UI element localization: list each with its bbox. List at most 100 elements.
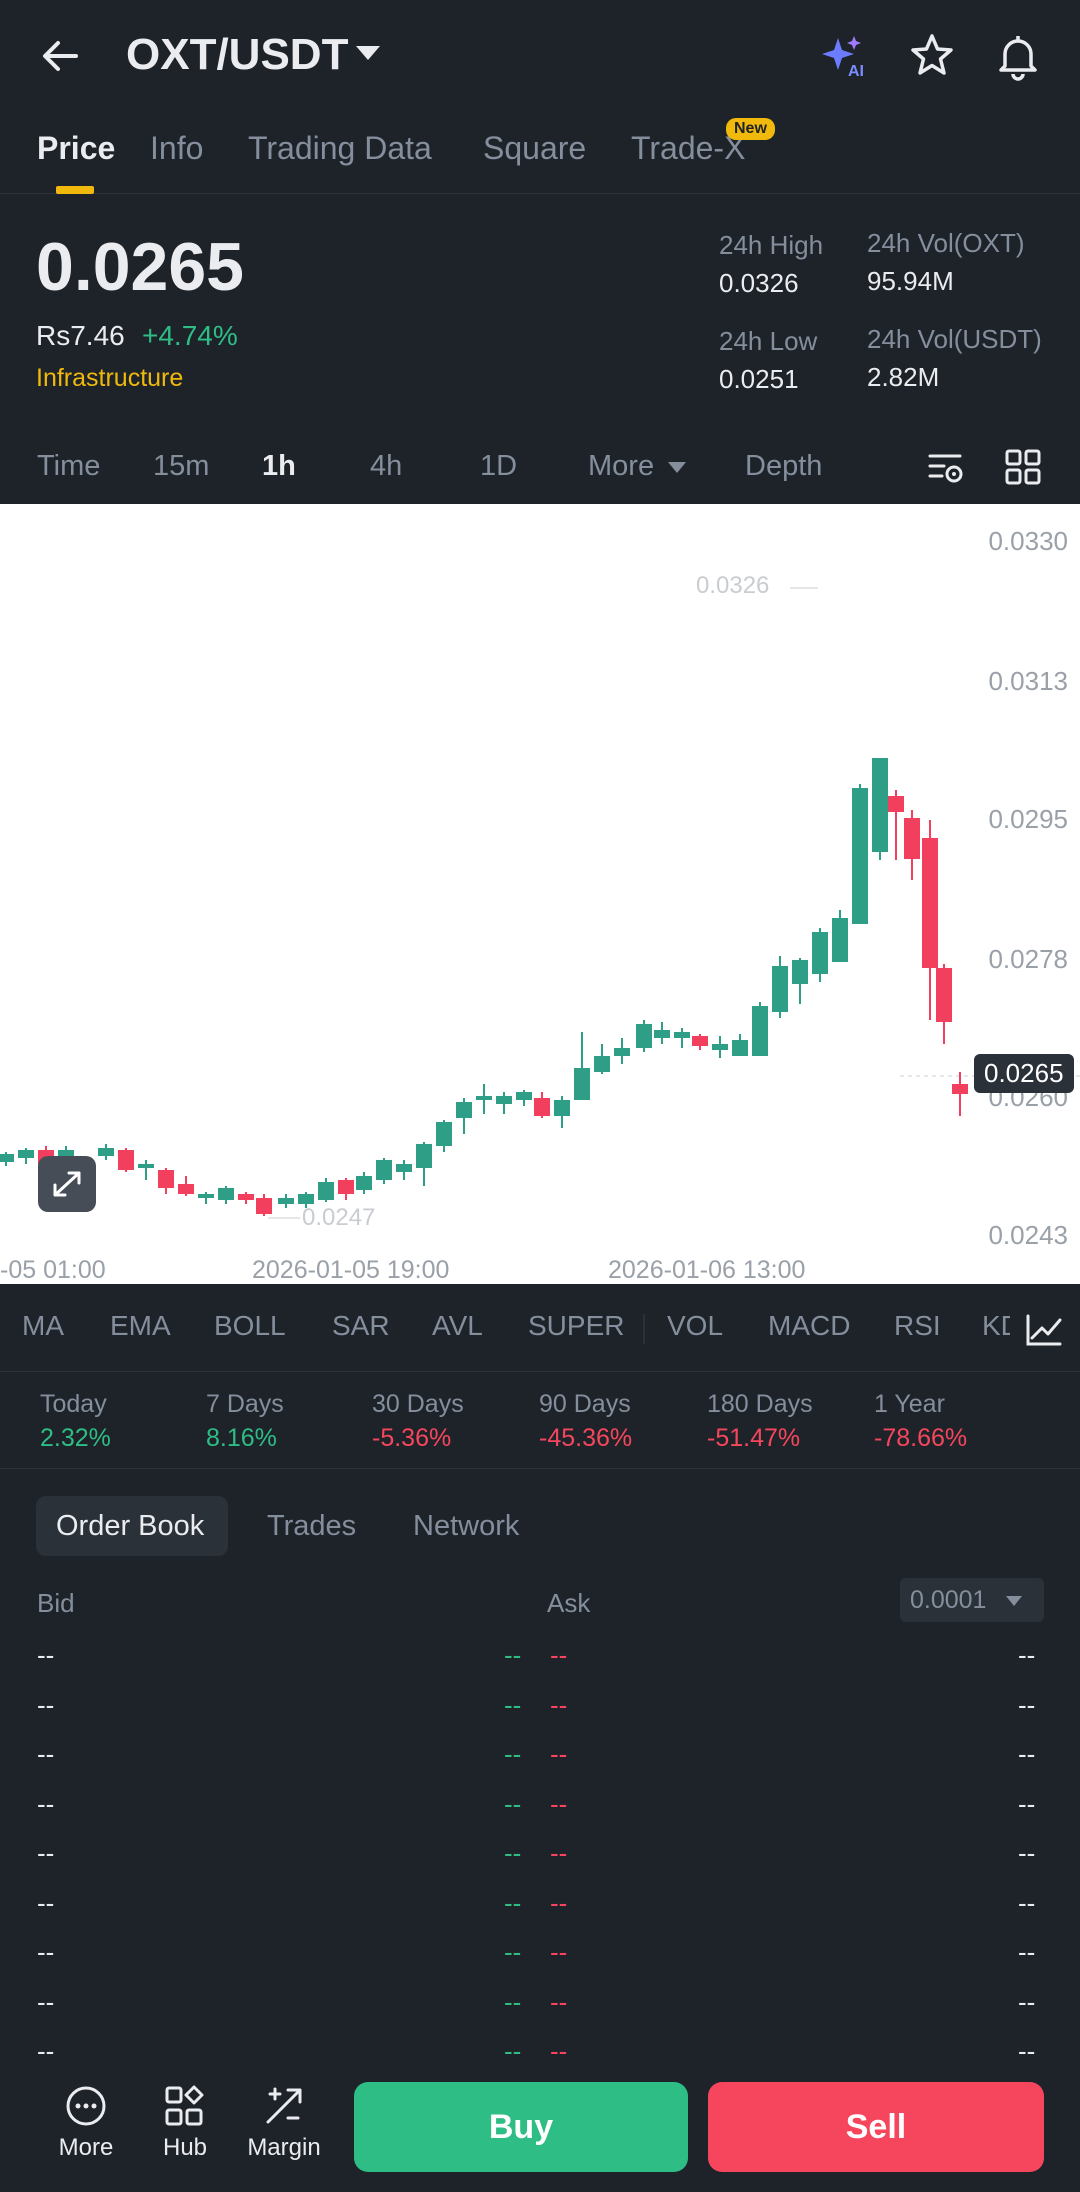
candle [922, 820, 938, 1020]
indicator-ma[interactable]: MA [22, 1310, 64, 1341]
high-label: 24h High [719, 230, 824, 260]
ask-amount: -- [1018, 1739, 1036, 1769]
ai-sparkle-icon[interactable]: AI [818, 30, 870, 82]
indicator-super[interactable]: SUPER [528, 1310, 625, 1341]
indicator-macd[interactable]: MACD [768, 1310, 851, 1341]
performance-label: Today [40, 1390, 107, 1418]
hub-button[interactable]: Hub [140, 2084, 230, 2162]
tab-trades[interactable]: Trades [267, 1510, 357, 1542]
indicator-bar: MA EMA BOLL SAR AVL SUPER VOL MACD RSI K… [0, 1284, 1080, 1372]
more-button[interactable]: More [41, 2084, 131, 2162]
sell-button[interactable]: Sell [708, 2082, 1044, 2172]
interval-4h[interactable]: 4h [370, 450, 403, 482]
grid-layout-icon[interactable] [1004, 448, 1042, 486]
indicator-avl[interactable]: AVL [432, 1310, 483, 1341]
candle [554, 1096, 570, 1128]
margin-label: Margin [247, 2134, 321, 2161]
tab-trading-data[interactable]: Trading Data [248, 130, 432, 166]
low-label: 24h Low [719, 326, 818, 356]
interval-depth[interactable]: Depth [745, 450, 823, 482]
precision-selector[interactable]: 0.0001 [900, 1578, 1044, 1622]
indicator-sar[interactable]: SAR [332, 1310, 390, 1341]
high-value: 0.0326 [719, 268, 799, 298]
indicator-settings-button[interactable] [1010, 1284, 1080, 1371]
tab-square[interactable]: Square [483, 130, 587, 166]
fullscreen-button[interactable] [38, 1156, 96, 1212]
hub-label: Hub [162, 2134, 208, 2161]
tab-network[interactable]: Network [413, 1510, 520, 1542]
performance-label: 90 Days [539, 1390, 631, 1418]
precision-value: 0.0001 [910, 1586, 987, 1614]
candle [904, 810, 920, 880]
candle [732, 1034, 748, 1056]
bid-price: -- [37, 1640, 55, 1670]
ask-price: -- [550, 1887, 568, 1918]
ask-price: -- [550, 1986, 568, 2017]
ask-price: -- [550, 1640, 568, 1670]
ask-price: -- [550, 1937, 568, 1967]
bid-price: -- [37, 1689, 55, 1720]
price-change: +4.74% [142, 320, 238, 351]
bid-price: -- [37, 1937, 55, 1967]
candle [0, 1152, 14, 1166]
candle [416, 1142, 432, 1186]
candle [356, 1172, 372, 1194]
pair-selector[interactable]: OXT/USDT [126, 30, 349, 79]
back-arrow-icon[interactable] [36, 30, 88, 82]
bid-amount: -- [504, 1986, 522, 2017]
current-price-tag: 0.0265 [974, 1054, 1074, 1093]
tab-trade-x[interactable]: Trade-X [631, 130, 746, 166]
candle [812, 928, 828, 982]
interval-1h[interactable]: 1h [262, 450, 296, 482]
star-icon[interactable] [906, 30, 958, 82]
time-label: -05 01:00 [0, 1256, 106, 1284]
app-header: OXT/USDT AI [0, 0, 1080, 112]
candle [456, 1098, 472, 1134]
candles-svg [0, 587, 1080, 1219]
candle [256, 1194, 272, 1216]
candle [138, 1160, 154, 1180]
expand-icon [53, 1171, 81, 1197]
ask-price: -- [550, 1739, 568, 1769]
ask-price: -- [550, 1689, 568, 1720]
interval-time[interactable]: Time [37, 450, 101, 482]
low-marker: 0.0247 [302, 1204, 376, 1231]
tab-info[interactable]: Info [150, 130, 204, 166]
candle [534, 1092, 550, 1118]
caret-down-icon[interactable] [356, 46, 380, 60]
candle [772, 956, 788, 1018]
interval-1d[interactable]: 1D [480, 450, 518, 482]
line-chart-icon [1026, 1314, 1062, 1346]
bell-icon[interactable] [992, 30, 1044, 82]
bid-price: -- [37, 1788, 55, 1819]
buy-button[interactable]: Buy [354, 2082, 688, 2172]
bid-header: Bid [37, 1588, 75, 1618]
indicator-boll[interactable]: BOLL [214, 1310, 286, 1341]
indicator-rsi[interactable]: RSI [894, 1310, 941, 1341]
performance-label: 1 Year [874, 1390, 945, 1418]
indicator-ema[interactable]: EMA [110, 1310, 171, 1341]
more-label: More [58, 2134, 114, 2161]
interval-bar: Time 15m 1h 4h 1D More Depth [0, 430, 1080, 504]
bid-price: -- [37, 2036, 55, 2066]
bid-amount: -- [504, 1937, 522, 1967]
candlestick-chart[interactable]: 0.0330 0.0313 0.0295 0.0278 0.0260 0.024… [0, 504, 1080, 1284]
bid-price: -- [37, 1739, 55, 1769]
indicator-vol[interactable]: VOL [667, 1310, 724, 1341]
chart-settings-icon[interactable] [926, 450, 966, 486]
tab-price[interactable]: Price [37, 130, 116, 166]
interval-15m[interactable]: 15m [153, 450, 210, 482]
performance-value: -78.66% [874, 1424, 968, 1452]
category-tag[interactable]: Infrastructure [36, 364, 184, 392]
tab-order-book[interactable]: Order Book [56, 1510, 205, 1542]
vol-base-label: 24h Vol(OXT) [867, 228, 1025, 258]
margin-button[interactable]: Margin [239, 2084, 329, 2162]
ask-amount: -- [1018, 1788, 1036, 1819]
y-axis-label: 0.0243 [988, 1220, 1068, 1250]
ask-header: Ask [547, 1588, 591, 1618]
performance-label: 7 Days [206, 1390, 284, 1418]
indicator-divider [643, 1314, 645, 1344]
local-price: Rs7.46 [36, 320, 125, 351]
candle [636, 1020, 652, 1052]
interval-more[interactable]: More [588, 450, 655, 482]
